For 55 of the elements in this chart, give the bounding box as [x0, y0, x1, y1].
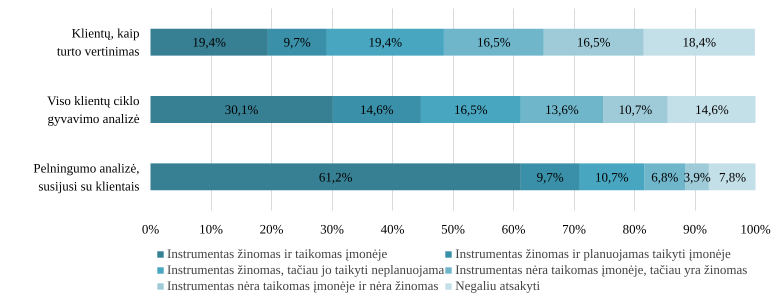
- y-tick-label: Pelningumo analizė, susijusi su klientais: [33, 160, 140, 194]
- data-label: 19,4%: [368, 34, 402, 50]
- bar: [150, 96, 333, 123]
- bar: [150, 163, 521, 190]
- bar: [332, 96, 421, 123]
- bar: [579, 163, 644, 190]
- x-tick-label: 10%: [199, 222, 224, 236]
- x-tick-label: 0%: [142, 222, 160, 236]
- data-label: 16,5%: [576, 34, 611, 50]
- bar: [444, 28, 544, 56]
- y-tick-label: Klientų, kaip turto vertinimas: [56, 26, 140, 59]
- bar: [644, 163, 686, 190]
- bar: [520, 163, 580, 190]
- legend-label: Instrumentas žinomas ir taikomas įmonėje: [167, 246, 388, 262]
- x-tick-label: 60%: [502, 222, 526, 236]
- x-tick-label: 100%: [740, 222, 771, 236]
- data-label: 19,4%: [192, 34, 226, 50]
- data-label: 7,8%: [718, 169, 746, 184]
- y-tick-label: Viso klientų ciklo gyvavimo analizė: [47, 93, 140, 126]
- data-label: 14,6%: [695, 102, 729, 117]
- bar: [708, 163, 756, 190]
- bar: [603, 96, 668, 123]
- x-tick-label: 20%: [260, 222, 284, 236]
- bar: [520, 96, 604, 123]
- x-tick-label: 30%: [320, 222, 344, 236]
- x-tick-label: 90%: [683, 222, 708, 236]
- bar: [644, 28, 755, 56]
- legend-label: Negaliu atsakyti: [455, 278, 540, 294]
- data-label: 9,7%: [536, 169, 564, 184]
- legend-label: Instrumentas žinomas ir planuojamas taikyti įmonėje: [455, 246, 731, 262]
- data-label: 18,4%: [682, 34, 716, 50]
- legend-label: Instrumentas nėra taikomas įmonėje, tačiau yra žinomas: [455, 262, 748, 278]
- data-label: 13,6%: [545, 102, 579, 117]
- data-label: 3,9%: [684, 169, 711, 184]
- bar: [544, 28, 644, 56]
- bar: [326, 28, 444, 56]
- bar: [268, 28, 327, 56]
- data-label: 10,7%: [618, 102, 652, 117]
- data-label: 16,5%: [454, 102, 488, 117]
- bar: [420, 96, 521, 123]
- data-label: 9,7%: [284, 34, 311, 50]
- bar: [668, 96, 756, 123]
- data-label: 30,1%: [224, 102, 259, 117]
- legend-label: Instrumentas žinomas, tačiau jo taikyti neplanuojama: [167, 262, 444, 278]
- x-tick-label: 50%: [441, 222, 466, 236]
- x-tick-label: 40%: [380, 222, 405, 236]
- data-label: 10,7%: [595, 169, 629, 184]
- data-label: 61,2%: [318, 169, 353, 184]
- data-label: 16,5%: [477, 34, 511, 50]
- legend-label: Instrumentas nėra taikomas įmonėje ir nėra žinomas: [167, 278, 438, 294]
- x-tick-label: 80%: [622, 222, 647, 236]
- x-tick-label: 70%: [562, 222, 586, 236]
- bar: [150, 28, 268, 56]
- data-label: 14,6%: [360, 102, 394, 117]
- data-label: 6,8%: [651, 169, 678, 184]
